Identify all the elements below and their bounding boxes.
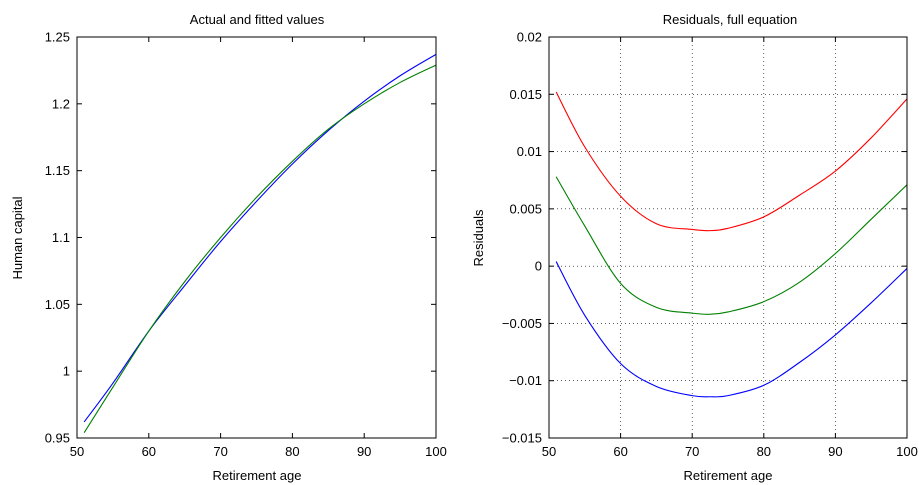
- x-tick-label: 100: [425, 444, 447, 459]
- y-tick-label: 1.15: [45, 163, 70, 178]
- y-tick-label: 1.05: [45, 297, 70, 312]
- x-tick-label: 50: [70, 444, 84, 459]
- x-tick-label: 50: [542, 444, 556, 459]
- axes-frame: [76, 36, 437, 439]
- x-tick-label: 60: [613, 444, 627, 459]
- y-tick-label: 1.2: [52, 96, 70, 111]
- y-tick-label: 0.005: [509, 201, 542, 216]
- y-tick-label: 0.015: [509, 87, 542, 102]
- y-axis-label: Human capital: [10, 196, 25, 279]
- chart-title: Residuals, full equation: [663, 12, 797, 27]
- x-tick-label: 80: [285, 444, 299, 459]
- chart-residuals: Residuals, full equation 50 60 70 80 90 100 −0…: [471, 12, 918, 483]
- series-line-1: [555, 176, 908, 315]
- y-tick-label: 0.02: [517, 30, 542, 45]
- series-line-0: [555, 91, 908, 232]
- y-tick-label: 1.25: [45, 30, 70, 45]
- x-tick-label: 100: [896, 444, 918, 459]
- x-tick-label: 60: [142, 444, 156, 459]
- y-tick-label: −0.01: [509, 373, 542, 388]
- y-axis-label: Residuals: [471, 209, 486, 267]
- x-tick-label: 80: [757, 444, 771, 459]
- series-line-2: [555, 261, 908, 398]
- y-tick-label: 1: [63, 364, 70, 379]
- x-axis-label: Retirement age: [213, 468, 302, 483]
- x-tick-label: 70: [685, 444, 699, 459]
- y-tick-label: 0: [535, 259, 542, 274]
- x-tick-label: 70: [213, 444, 227, 459]
- axes-frame: [548, 36, 908, 439]
- chart-title: Actual and fitted values: [190, 12, 325, 27]
- y-tick-label: 1.1: [52, 230, 70, 245]
- y-tick-label: −0.015: [502, 431, 542, 446]
- y-tick-label: 0.01: [517, 144, 542, 159]
- y-tick-label: −0.005: [502, 316, 542, 331]
- x-tick-label: 90: [828, 444, 842, 459]
- chart-actual-fitted: Actual and fitted values 50 60 70 80 90 100 0.…: [10, 12, 447, 483]
- x-tick-label: 90: [357, 444, 371, 459]
- series-line-0: [83, 53, 437, 423]
- series-line-1: [83, 64, 437, 433]
- x-axis-label: Retirement age: [684, 468, 773, 483]
- plot-area: 50 60 70 80 90 100 −0.015 −0.01 −0.005 0 0.005 0.01…: [502, 30, 918, 460]
- y-tick-label: 0.95: [45, 431, 70, 446]
- plot-area: 50 60 70 80 90 100 0.95 1 1.05 1.1 1.15 1.2 1.25: [45, 30, 447, 460]
